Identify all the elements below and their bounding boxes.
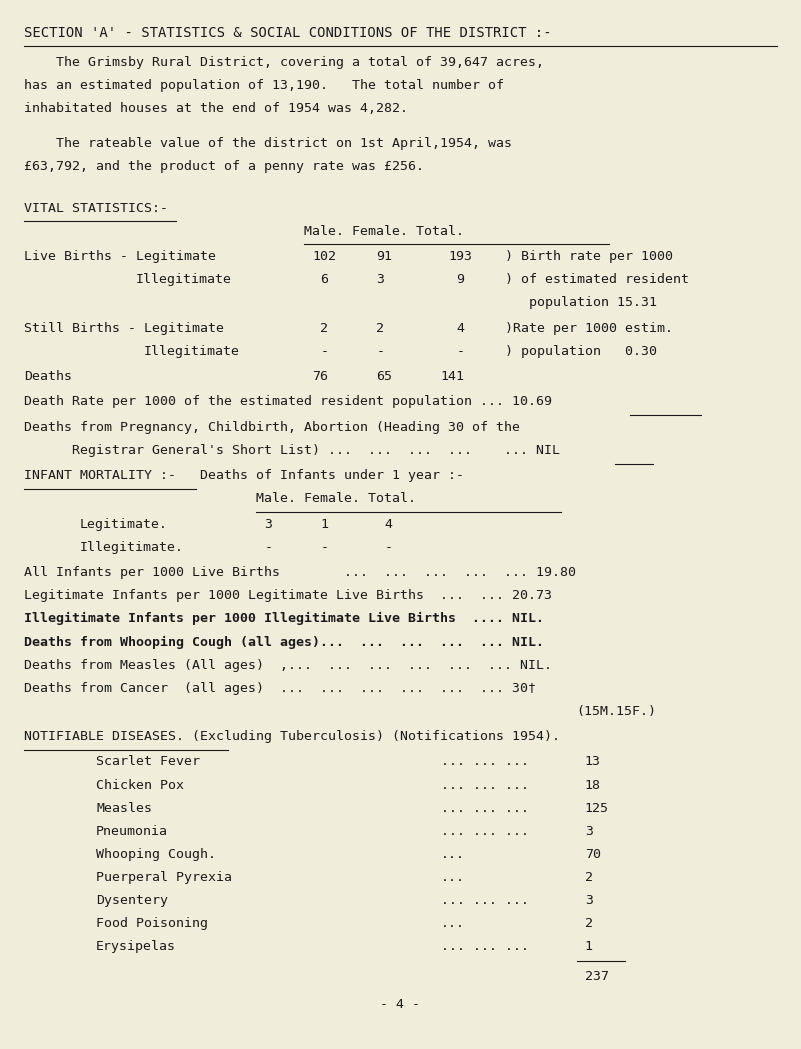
Text: Measles: Measles — [96, 801, 152, 815]
Text: ... ... ...: ... ... ... — [441, 778, 529, 792]
Text: Deaths from Pregnancy, Childbirth, Abortion (Heading 30 of the: Deaths from Pregnancy, Childbirth, Abort… — [24, 421, 520, 434]
Text: Erysipelas: Erysipelas — [96, 940, 176, 954]
Text: 18: 18 — [585, 778, 601, 792]
Text: 4: 4 — [384, 518, 392, 531]
Text: 3: 3 — [376, 273, 384, 286]
Text: Live Births - Legitimate: Live Births - Legitimate — [24, 250, 216, 263]
Text: Dysentery: Dysentery — [96, 894, 168, 907]
Text: 6: 6 — [320, 273, 328, 286]
Text: Deaths: Deaths — [24, 370, 72, 383]
Text: ) population   0.30: ) population 0.30 — [505, 345, 657, 358]
Text: £63,792, and the product of a penny rate was £256.: £63,792, and the product of a penny rate… — [24, 160, 424, 173]
Text: 3: 3 — [585, 894, 593, 907]
Text: Deaths from Cancer  (all ages)  ...  ...  ...  ...  ...  ... 30†: Deaths from Cancer (all ages) ... ... ..… — [24, 682, 536, 694]
Text: Deaths from Measles (All ages)  ,...  ...  ...  ...  ...  ... NIL.: Deaths from Measles (All ages) ,... ... … — [24, 659, 552, 671]
Text: 2: 2 — [320, 322, 328, 335]
Text: 4: 4 — [457, 322, 465, 335]
Text: Illegitimate: Illegitimate — [144, 345, 240, 358]
Text: 13: 13 — [585, 755, 601, 769]
Text: The rateable value of the district on 1st April,1954, was: The rateable value of the district on 1s… — [24, 137, 512, 150]
Text: NOTIFIABLE DISEASES. (Excluding Tuberculosis) (Notifications 1954).: NOTIFIABLE DISEASES. (Excluding Tubercul… — [24, 730, 560, 743]
Text: 2: 2 — [376, 322, 384, 335]
Text: ...: ... — [441, 871, 465, 884]
Text: The Grimsby Rural District, covering a total of 39,647 acres,: The Grimsby Rural District, covering a t… — [24, 57, 544, 69]
Text: Scarlet Fever: Scarlet Fever — [96, 755, 200, 769]
Text: 2: 2 — [585, 917, 593, 930]
Text: Food Poisoning: Food Poisoning — [96, 917, 208, 930]
Text: Illegitimate: Illegitimate — [136, 273, 232, 286]
Text: ... ... ...: ... ... ... — [441, 825, 529, 838]
Text: has an estimated population of 13,190.   The total number of: has an estimated population of 13,190. T… — [24, 80, 504, 92]
Text: 91: 91 — [376, 250, 392, 263]
Text: ...: ... — [441, 917, 465, 930]
Text: 76: 76 — [312, 370, 328, 383]
Text: Registrar General's Short List) ...  ...  ...  ...    ... NIL: Registrar General's Short List) ... ... … — [48, 444, 560, 457]
Text: 102: 102 — [312, 250, 336, 263]
Text: 3: 3 — [264, 518, 272, 531]
Text: 141: 141 — [441, 370, 465, 383]
Text: Male. Female. Total.: Male. Female. Total. — [256, 492, 417, 506]
Text: -: - — [320, 541, 328, 554]
Text: Deaths from Whooping Cough (all ages)...  ...  ...  ...  ... NIL.: Deaths from Whooping Cough (all ages)...… — [24, 636, 544, 648]
Text: All Infants per 1000 Live Births        ...  ...  ...  ...  ... 19.80: All Infants per 1000 Live Births ... ...… — [24, 566, 576, 579]
Text: -: - — [320, 345, 328, 358]
Text: Male. Female. Total.: Male. Female. Total. — [304, 224, 465, 238]
Text: - 4 -: - 4 - — [380, 998, 421, 1011]
Text: 70: 70 — [585, 848, 601, 861]
Text: Death Rate per 1000 of the estimated resident population ... 10.69: Death Rate per 1000 of the estimated res… — [24, 395, 552, 408]
Text: Legitimate.: Legitimate. — [80, 518, 168, 531]
Text: ) of estimated resident: ) of estimated resident — [505, 273, 689, 286]
Text: 1: 1 — [585, 940, 593, 954]
Text: Puerperal Pyrexia: Puerperal Pyrexia — [96, 871, 232, 884]
Text: ...: ... — [441, 848, 465, 861]
Text: 65: 65 — [376, 370, 392, 383]
Text: Legitimate Infants per 1000 Legitimate Live Births  ...  ... 20.73: Legitimate Infants per 1000 Legitimate L… — [24, 590, 552, 602]
Text: INFANT MORTALITY :-   Deaths of Infants under 1 year :-: INFANT MORTALITY :- Deaths of Infants un… — [24, 469, 464, 483]
Text: Chicken Pox: Chicken Pox — [96, 778, 184, 792]
Text: ... ... ...: ... ... ... — [441, 755, 529, 769]
Text: Pneumonia: Pneumonia — [96, 825, 168, 838]
Text: 2: 2 — [585, 871, 593, 884]
Text: Illegitimate.: Illegitimate. — [80, 541, 184, 554]
Text: Still Births - Legitimate: Still Births - Legitimate — [24, 322, 224, 335]
Text: 237: 237 — [585, 970, 609, 983]
Text: ... ... ...: ... ... ... — [441, 940, 529, 954]
Text: 1: 1 — [320, 518, 328, 531]
Text: 125: 125 — [585, 801, 609, 815]
Text: -: - — [376, 345, 384, 358]
Text: -: - — [457, 345, 465, 358]
Text: population 15.31: population 15.31 — [505, 296, 657, 309]
Text: ) Birth rate per 1000: ) Birth rate per 1000 — [505, 250, 673, 263]
Text: ... ... ...: ... ... ... — [441, 894, 529, 907]
Text: 193: 193 — [449, 250, 473, 263]
Text: SECTION 'A' - STATISTICS & SOCIAL CONDITIONS OF THE DISTRICT :-: SECTION 'A' - STATISTICS & SOCIAL CONDIT… — [24, 26, 552, 40]
Text: Illegitimate Infants per 1000 Illegitimate Live Births  .... NIL.: Illegitimate Infants per 1000 Illegitima… — [24, 613, 544, 625]
Text: inhabitated houses at the end of 1954 was 4,282.: inhabitated houses at the end of 1954 wa… — [24, 103, 408, 115]
Text: Whooping Cough.: Whooping Cough. — [96, 848, 216, 861]
Text: ... ... ...: ... ... ... — [441, 801, 529, 815]
Text: )Rate per 1000 estim.: )Rate per 1000 estim. — [505, 322, 673, 335]
Text: -: - — [264, 541, 272, 554]
Text: 3: 3 — [585, 825, 593, 838]
Text: (15M.15F.): (15M.15F.) — [577, 705, 657, 718]
Text: -: - — [384, 541, 392, 554]
Text: VITAL STATISTICS:-: VITAL STATISTICS:- — [24, 201, 168, 215]
Text: 9: 9 — [457, 273, 465, 286]
